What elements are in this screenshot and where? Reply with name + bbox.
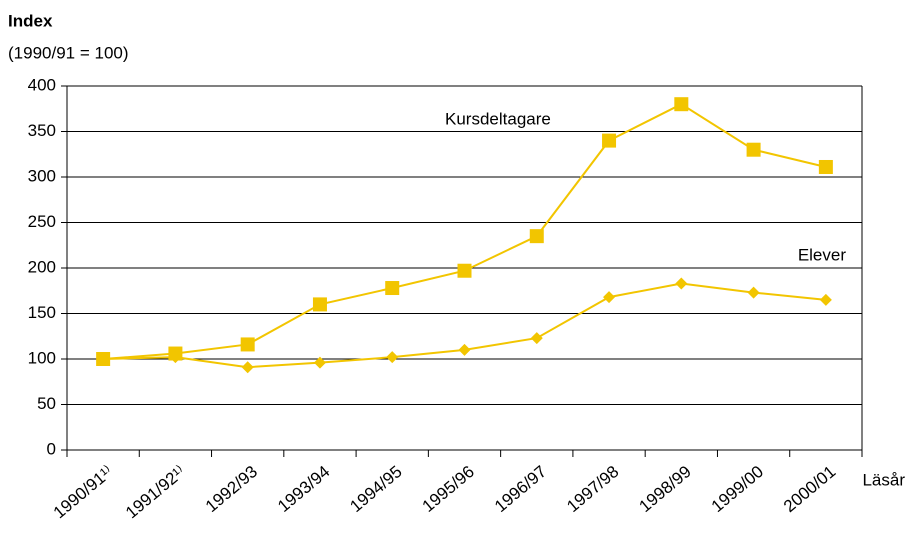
series-label: Elever [798,245,847,264]
marker-square [240,337,255,352]
y-tick-label: 300 [28,166,56,185]
marker-diamond [747,286,760,299]
marker-diamond [241,361,254,374]
x-tick-label: 1998/99 [635,462,694,516]
chart-title: Index [8,11,53,30]
x-tick-label: 1996/97 [491,462,550,516]
marker-diamond [819,293,832,306]
series-line [103,103,827,360]
marker-square [529,229,544,244]
x-tick-label: 1992/93 [202,462,261,516]
x-axis-label: Läsår [862,470,905,489]
marker-diamond [530,332,543,345]
marker-diamond [603,291,616,304]
x-tick-label: 1991/92¹⁾ [122,462,189,522]
x-tick-label: 1997/98 [563,462,622,516]
marker-diamond [675,277,688,290]
marker-diamond [386,351,399,364]
marker-diamond [169,351,182,364]
marker-diamond [97,353,110,365]
marker-square [674,97,689,112]
y-tick-label: 250 [28,212,56,231]
y-tick-label: 50 [37,394,56,413]
x-tick-label: 1995/96 [419,462,478,516]
x-tick-label: 1994/95 [346,462,405,516]
y-tick-label: 400 [28,75,56,94]
y-tick-label: 150 [28,303,56,322]
marker-square [602,133,617,148]
chart-subtitle: (1990/91 = 100) [8,43,129,62]
marker-square [312,297,327,312]
marker-square [746,142,761,157]
x-tick-label: 1990/91¹⁾ [50,462,117,522]
marker-square [457,263,472,278]
y-tick-label: 350 [28,121,56,140]
y-tick-label: 200 [28,257,56,276]
marker-diamond [458,343,471,356]
y-tick-label: 0 [47,439,56,458]
y-tick-label: 100 [28,348,56,367]
x-tick-label: 1999/00 [708,462,767,516]
marker-square [818,159,833,174]
series-label: Kursdeltagare [445,109,551,128]
marker-diamond [313,356,326,369]
x-tick-label: 1993/94 [274,462,333,516]
x-tick-label: 2000/01 [780,462,839,516]
marker-square [385,281,400,296]
